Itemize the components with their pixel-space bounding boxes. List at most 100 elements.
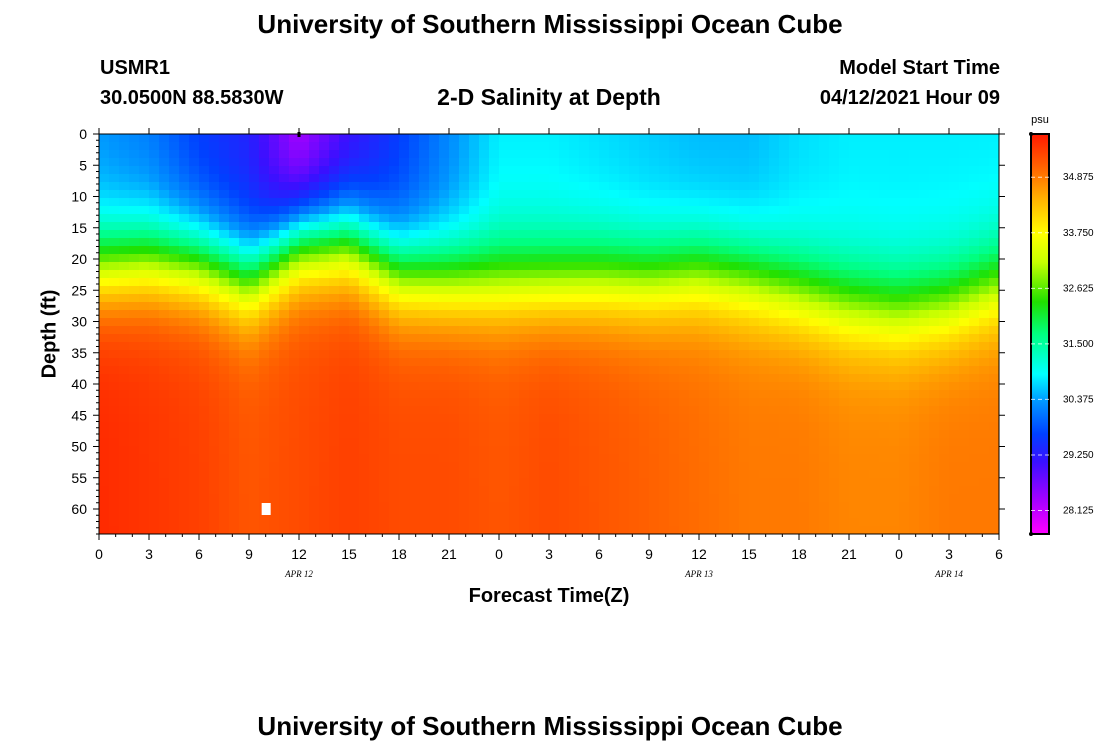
heatmap-cell (259, 302, 270, 311)
heatmap-cell (249, 422, 260, 431)
heatmap-cell (509, 374, 520, 383)
heatmap-cell (599, 262, 610, 271)
heatmap-cell (609, 478, 620, 487)
heatmap-cell (769, 230, 780, 239)
heatmap-cell (739, 254, 750, 263)
heatmap-cell (729, 278, 740, 287)
heatmap-cell (439, 350, 450, 359)
heatmap-cell (489, 190, 500, 199)
heatmap-cell (639, 270, 650, 279)
heatmap-cell (819, 206, 830, 215)
heatmap-cell (489, 222, 500, 231)
heatmap-cell (969, 398, 980, 407)
heatmap-cell (699, 462, 710, 471)
heatmap-cell (209, 406, 220, 415)
heatmap-cell (419, 462, 430, 471)
heatmap-cell (109, 206, 120, 215)
heatmap-cell (169, 174, 180, 183)
heatmap-cell (389, 182, 400, 191)
heatmap-cell (729, 358, 740, 367)
heatmap-cell (259, 158, 270, 167)
heatmap-cell (899, 310, 910, 319)
heatmap-cell (589, 422, 600, 431)
heatmap-cell (669, 134, 680, 143)
heatmap-cell (529, 462, 540, 471)
heatmap-cell (469, 422, 480, 431)
heatmap-cell (919, 182, 930, 191)
heatmap-cell (569, 286, 580, 295)
heatmap-cell (569, 294, 580, 303)
heatmap-cell (649, 222, 660, 231)
heatmap-cell (159, 134, 170, 143)
heatmap-cell (559, 494, 570, 503)
heatmap-cell (499, 182, 510, 191)
heatmap-cell (369, 134, 380, 143)
heatmap-cell (669, 246, 680, 255)
heatmap-cell (529, 494, 540, 503)
heatmap-cell (579, 174, 590, 183)
heatmap-cell (409, 358, 420, 367)
heatmap-cell (349, 222, 360, 231)
heatmap-cell (449, 398, 460, 407)
heatmap-cell (119, 430, 130, 439)
heatmap-cell (299, 382, 310, 391)
heatmap-cell (289, 438, 300, 447)
heatmap-cell (189, 246, 200, 255)
heatmap-cell (929, 382, 940, 391)
heatmap-cell (689, 198, 700, 207)
heatmap-cell (959, 286, 970, 295)
heatmap-cell (539, 494, 550, 503)
heatmap-cell (969, 182, 980, 191)
heatmap-cell (779, 198, 790, 207)
heatmap-cell (889, 174, 900, 183)
heatmap-cell (619, 134, 630, 143)
heatmap-cell (749, 166, 760, 175)
heatmap-cell (889, 486, 900, 495)
heatmap-cell (729, 198, 740, 207)
heatmap-cell (989, 414, 1000, 423)
heatmap-cell (669, 406, 680, 415)
heatmap-cell (589, 494, 600, 503)
heatmap-cell (349, 326, 360, 335)
heatmap-cell (759, 470, 770, 479)
heatmap-cell (829, 294, 840, 303)
heatmap-cell (379, 254, 390, 263)
heatmap-cell (269, 422, 280, 431)
heatmap-cell (309, 278, 320, 287)
heatmap-cell (899, 342, 910, 351)
heatmap-cell (519, 150, 530, 159)
heatmap-cell (759, 342, 770, 351)
heatmap-cell (719, 470, 730, 479)
heatmap-cell (749, 262, 760, 271)
heatmap-cell (549, 462, 560, 471)
heatmap-cell (459, 254, 470, 263)
heatmap-cell (169, 358, 180, 367)
heatmap-cell (809, 206, 820, 215)
heatmap-cell (729, 350, 740, 359)
heatmap-cell (389, 398, 400, 407)
heatmap-cell (409, 246, 420, 255)
heatmap-cell (489, 166, 500, 175)
heatmap-cell (309, 406, 320, 415)
heatmap-cell (269, 318, 280, 327)
heatmap-cell (659, 222, 670, 231)
heatmap-cell (759, 454, 770, 463)
heatmap-cell (979, 302, 990, 311)
heatmap-cell (519, 510, 530, 519)
heatmap-cell (779, 366, 790, 375)
heatmap-cell (989, 134, 1000, 143)
heatmap-cell (359, 270, 370, 279)
heatmap-cell (789, 478, 800, 487)
heatmap-cell (669, 174, 680, 183)
heatmap-cell (989, 326, 1000, 335)
heatmap-cell (249, 406, 260, 415)
heatmap-cell (719, 158, 730, 167)
heatmap-cell (789, 446, 800, 455)
heatmap-cell (349, 358, 360, 367)
heatmap-cell (939, 398, 950, 407)
heatmap-cell (209, 462, 220, 471)
heatmap-cell (549, 366, 560, 375)
heatmap-cell (949, 366, 960, 375)
heatmap-cell (269, 150, 280, 159)
heatmap-cell (189, 222, 200, 231)
